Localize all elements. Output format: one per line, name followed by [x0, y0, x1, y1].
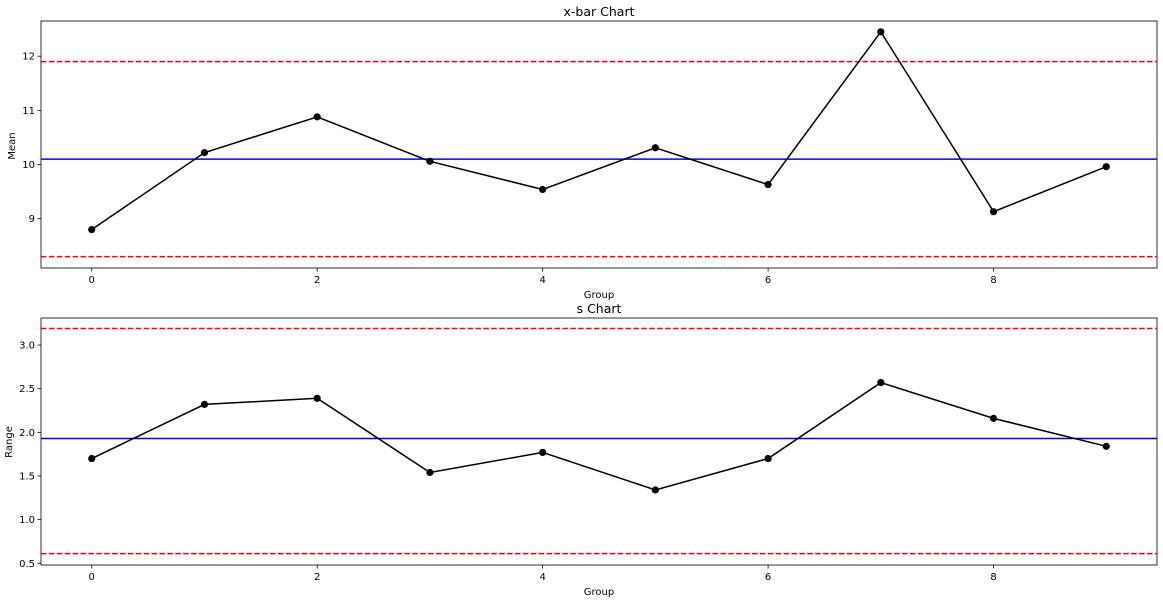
- s-chart-ytick-label: 3.0: [19, 341, 35, 352]
- s-chart-ytick-label: 0.5: [19, 559, 35, 570]
- xbar-chart-axes-frame: [40, 20, 1158, 269]
- xbar-chart-data-point: [426, 157, 434, 165]
- xbar-chart-xtick-label: 6: [765, 275, 771, 286]
- s-chart-plot-area: 0 2 4 6 8 0.5 1.0 1.5 2.0 2.5 3.0: [19, 317, 1158, 583]
- s-chart-xtick-label: 4: [539, 572, 545, 583]
- s-chart-data-point: [989, 414, 998, 422]
- xbar-chart-data-point: [764, 180, 772, 189]
- s-chart-data-point: [651, 486, 659, 494]
- xbar-chart-ytick-label: 10: [22, 160, 35, 171]
- xbar-chart-data-point: [539, 185, 547, 194]
- xbar-chart-data-point: [200, 149, 209, 157]
- xbar-chart-data-point: [989, 208, 998, 216]
- s-chart-axes-frame: [40, 317, 1158, 566]
- s-chart-data-point: [877, 378, 885, 387]
- s-chart-data-point: [426, 468, 434, 477]
- xbar-chart: x-bar Chart Group Mean 0 2 4 6 8 9 10 11 12: [7, 4, 1158, 301]
- xbar-chart-title: x-bar Chart: [564, 4, 635, 19]
- xbar-chart-data-point: [651, 144, 659, 152]
- s-chart-ytick-label: 2.0: [19, 428, 35, 439]
- s-chart: s Chart Group Range 0 2 4 6 8 0.5 1.0 1.5 2.0 2.5…: [4, 301, 1158, 598]
- xbar-chart-xlabel: Group: [584, 290, 614, 301]
- xbar-chart-xtick-label: 0: [89, 275, 95, 286]
- s-chart-ytick-label: 2.5: [19, 384, 35, 395]
- xbar-chart-data-point: [88, 225, 96, 234]
- xbar-chart-data-point: [1102, 163, 1110, 171]
- s-chart-ytick-label: 1.5: [19, 471, 35, 482]
- s-chart-data-point: [764, 454, 772, 463]
- s-chart-data-point: [313, 394, 321, 402]
- s-chart-series-line: [91, 381, 1107, 491]
- xbar-chart-data-point: [877, 28, 885, 36]
- xbar-chart-ylabel: Mean: [7, 132, 18, 159]
- s-chart-xtick-label: 6: [765, 572, 771, 583]
- s-chart-xlabel: Group: [584, 587, 614, 598]
- s-chart-xtick-label: 8: [990, 572, 996, 583]
- xbar-chart-data-point: [313, 113, 321, 121]
- s-chart-xtick-label: 0: [89, 572, 95, 583]
- xbar-chart-ytick-label: 12: [22, 52, 35, 63]
- s-chart-data-point: [200, 400, 209, 409]
- s-chart-ytick-label: 1.0: [19, 515, 35, 526]
- xbar-chart-xtick-label: 4: [539, 275, 545, 286]
- s-chart-data-point: [539, 448, 547, 457]
- xbar-chart-ytick-label: 11: [22, 106, 35, 117]
- xbar-chart-series-line: [91, 30, 1107, 231]
- s-chart-xtick-label: 2: [314, 572, 320, 583]
- xbar-chart-ytick-label: 9: [29, 214, 35, 225]
- s-chart-ylabel: Range: [4, 426, 15, 458]
- xbar-chart-xtick-label: 2: [314, 275, 320, 286]
- s-chart-data-point: [1102, 442, 1110, 450]
- xbar-chart-plot-area: 0 2 4 6 8 9 10 11 12: [22, 20, 1158, 286]
- s-chart-title: s Chart: [577, 301, 622, 316]
- xbar-chart-xtick-label: 8: [990, 275, 996, 286]
- s-chart-data-point: [88, 454, 96, 463]
